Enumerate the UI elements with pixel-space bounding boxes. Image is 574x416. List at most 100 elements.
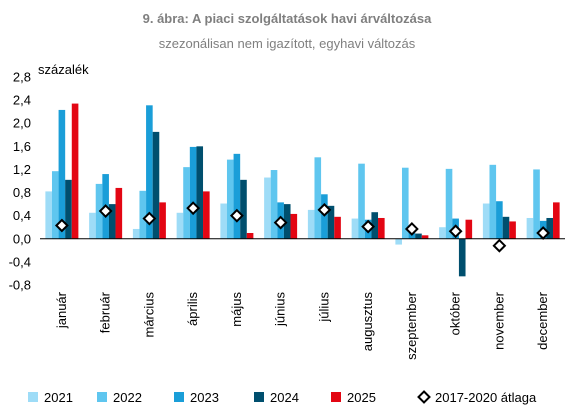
bar-2021-1 <box>89 212 96 239</box>
bar-2025-4 <box>246 233 254 239</box>
y-tick-label: 0,8 <box>13 185 31 200</box>
category-label-2: március <box>141 292 156 338</box>
bar-2023-0 <box>58 109 66 239</box>
bar-2024-1 <box>108 204 116 239</box>
average-marker-8 <box>404 222 419 236</box>
legend-label-2022: 2022 <box>113 390 142 405</box>
legend-swatch-2022 <box>97 392 107 402</box>
average-marker-6 <box>317 202 332 217</box>
bar-2024-11 <box>546 217 554 239</box>
bar-2022-4 <box>226 159 234 239</box>
bar-2025-0 <box>71 103 79 239</box>
average-marker-0 <box>54 218 69 233</box>
y-tick-label: 1,2 <box>13 162 31 177</box>
bar-2022-8 <box>401 167 409 239</box>
bar-2021-6 <box>307 209 315 239</box>
category-label-0: január <box>54 291 69 329</box>
legend-swatch-2024 <box>254 392 264 402</box>
bar-2021-5 <box>264 177 271 239</box>
legend-swatch-average <box>417 390 431 404</box>
bar-2023-2 <box>146 105 153 239</box>
legend-label-average: 2017-2020 átlaga <box>435 390 537 405</box>
y-tick-label: -0,4 <box>9 254 31 269</box>
chart-title: 9. ábra: A piaci szolgáltatások havi árv… <box>143 11 433 26</box>
average-markers <box>54 201 551 253</box>
bar-2024-2 <box>152 131 160 239</box>
bar-2024-5 <box>283 204 291 239</box>
bar-2022-10 <box>489 164 497 239</box>
legend-label-2023: 2023 <box>190 390 219 405</box>
bar-2022-6 <box>314 157 322 239</box>
bar-2022-5 <box>270 170 278 239</box>
y-tick-label: 0,0 <box>13 231 31 246</box>
legend-label-2024: 2024 <box>270 390 299 405</box>
category-label-9: október <box>448 291 463 335</box>
bar-2022-0 <box>51 171 59 239</box>
bar-2025-1 <box>115 187 123 239</box>
y-tick-label: 2,4 <box>13 93 31 108</box>
category-label-6: július <box>316 292 331 323</box>
bar-2024-0 <box>65 179 72 239</box>
bar-2021-9 <box>439 227 446 239</box>
bar-2022-9 <box>445 168 453 239</box>
category-label-7: augusztus <box>360 292 375 352</box>
average-marker-1 <box>98 204 113 218</box>
bar-2025-7 <box>378 217 385 239</box>
category-label-10: november <box>491 291 506 349</box>
bar-2024-4 <box>240 179 247 239</box>
y-tick-label: -0,8 <box>9 278 31 293</box>
average-marker-4 <box>229 208 244 223</box>
bar-2021-8 <box>395 238 402 245</box>
bar-2025-11 <box>553 202 560 239</box>
y-axis-ticks: 2,8 2,4 2,0 1,6 1,2 0,8 0,4 0,0 -0,4 -0,8 <box>9 70 31 293</box>
y-tick-label: 0,4 <box>13 208 31 223</box>
bar-2021-2 <box>132 228 140 239</box>
bars <box>45 103 560 277</box>
bar-2025-5 <box>290 213 298 239</box>
bar-2021-4 <box>220 203 227 239</box>
y-axis-unit: százalék <box>38 62 89 77</box>
bar-2022-11 <box>533 169 540 239</box>
bar-2022-2 <box>139 190 147 239</box>
bar-2024-3 <box>196 146 204 239</box>
category-label-8: szeptember <box>404 291 419 360</box>
x-axis-categories: január február március április május június jú… <box>54 291 550 360</box>
bar-2021-11 <box>526 217 534 239</box>
legend-swatch-2021 <box>28 392 38 402</box>
y-tick-label: 2,0 <box>13 116 31 131</box>
bar-2023-10 <box>496 201 503 239</box>
bar-2025-9 <box>465 219 473 239</box>
bar-2021-3 <box>176 212 184 239</box>
legend-label-2021: 2021 <box>44 390 73 405</box>
average-marker-7 <box>361 219 376 234</box>
bar-2024-10 <box>502 216 510 239</box>
bar-2023-4 <box>233 153 241 239</box>
bar-2025-2 <box>159 202 166 239</box>
bar-2024-8 <box>415 233 422 239</box>
bar-2022-3 <box>183 167 190 239</box>
bar-2023-3 <box>189 146 197 239</box>
average-marker-3 <box>186 201 201 216</box>
bar-2025-10 <box>509 221 516 239</box>
bar-2021-10 <box>482 203 490 239</box>
bar-2025-3 <box>203 191 210 239</box>
y-tick-label: 2,8 <box>13 70 31 85</box>
chart-subtitle: szezonálisan nem igazított, egyhavi vált… <box>159 36 416 51</box>
category-label-1: február <box>98 291 113 333</box>
average-marker-9 <box>448 224 463 239</box>
average-marker-10 <box>492 238 507 253</box>
bar-2024-7 <box>371 212 379 239</box>
y-tick-label: 1,6 <box>13 139 31 154</box>
bar-2021-0 <box>45 191 52 239</box>
bar-2024-6 <box>327 205 335 239</box>
category-label-4: május <box>229 292 244 327</box>
category-label-3: április <box>185 292 200 326</box>
average-marker-5 <box>273 215 288 230</box>
legend-swatch-2025 <box>331 392 341 402</box>
legend: 2021 2022 2023 2024 2025 2017-2020 átlaga <box>28 390 537 405</box>
legend-swatch-2023 <box>174 392 184 402</box>
average-marker-2 <box>142 211 157 226</box>
bar-2025-6 <box>334 216 341 239</box>
